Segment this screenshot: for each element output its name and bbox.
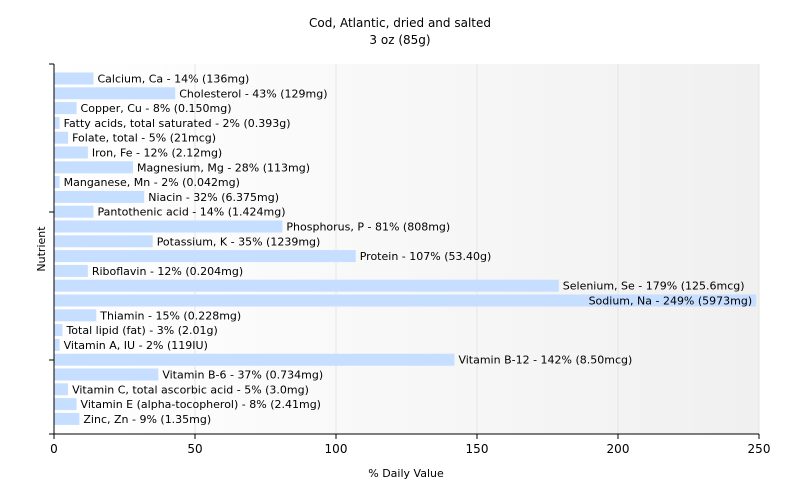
bar-label: Total lipid (fat) - 3% (2.01g) [65, 324, 217, 337]
bar-label: Copper, Cu - 8% (0.150mg) [81, 102, 232, 115]
bar-label: Cholesterol - 43% (129mg) [179, 87, 327, 100]
bar [54, 368, 159, 381]
bar [54, 324, 63, 337]
bar-label: Potassium, K - 35% (1239mg) [157, 235, 321, 248]
x-tick-label: 50 [187, 442, 202, 456]
bar [54, 398, 77, 411]
bar [54, 176, 60, 189]
bar [54, 102, 77, 115]
chart-title: Cod, Atlantic, dried and salted [309, 16, 491, 30]
bar-label: Thiamin - 15% (0.228mg) [99, 309, 241, 322]
bar-label: Protein - 107% (53.40g) [360, 250, 492, 263]
bar-label: Phosphorus, P - 81% (808mg) [286, 221, 450, 234]
bar [54, 72, 94, 85]
bar [54, 279, 559, 292]
x-tick-label: 150 [466, 442, 489, 456]
bar [54, 116, 60, 129]
bar [54, 353, 455, 366]
bar-label: Vitamin B-12 - 142% (8.50mcg) [458, 354, 632, 367]
y-axis-label: Nutrient [35, 226, 48, 272]
x-axis-label: % Daily Value [368, 467, 444, 480]
bar [54, 309, 97, 322]
bar-label: Manganese, Mn - 2% (0.042mg) [64, 176, 240, 189]
x-tick-label: 100 [325, 442, 348, 456]
bar [54, 131, 69, 144]
bar-label: Zinc, Zn - 9% (1.35mg) [83, 413, 211, 426]
bar-label: Sodium, Na - 249% (5973mg) [589, 295, 753, 308]
bar-label: Riboflavin - 12% (0.204mg) [92, 265, 243, 278]
bar [54, 383, 69, 396]
bar [54, 250, 356, 263]
bar-label: Folate, total - 5% (21mcg) [72, 132, 216, 145]
bar-label: Calcium, Ca - 14% (136mg) [97, 73, 249, 86]
bar-label: Vitamin E (alpha-tocopherol) - 8% (2.41m… [81, 398, 321, 411]
bar [54, 412, 80, 425]
bar-label: Fatty acids, total saturated - 2% (0.393… [64, 117, 291, 130]
bar-label: Selenium, Se - 179% (125.6mcg) [563, 280, 745, 293]
x-tick-label: 250 [748, 442, 771, 456]
bar-label: Magnesium, Mg - 28% (113mg) [137, 161, 310, 174]
x-tick-label: 0 [50, 442, 58, 456]
bar [54, 146, 88, 159]
bar [54, 220, 283, 233]
bar [54, 338, 60, 351]
bar-label: Vitamin C, total ascorbic acid - 5% (3.0… [72, 383, 309, 396]
bar [54, 190, 145, 203]
bar-label: Vitamin A, IU - 2% (119IU) [64, 339, 208, 352]
bar-label: Niacin - 32% (6.375mg) [148, 191, 279, 204]
bar [54, 161, 133, 174]
plot-background [54, 64, 759, 434]
bar [54, 87, 176, 100]
bar [54, 235, 153, 248]
x-tick-label: 200 [607, 442, 630, 456]
bar [54, 294, 757, 307]
bar [54, 205, 94, 218]
bar-label: Iron, Fe - 12% (2.12mg) [92, 147, 222, 160]
bar-label: Pantothenic acid - 14% (1.424mg) [97, 206, 285, 219]
chart-subtitle: 3 oz (85g) [369, 33, 430, 47]
bar [54, 264, 88, 277]
bar-label: Vitamin B-6 - 37% (0.734mg) [162, 369, 323, 382]
